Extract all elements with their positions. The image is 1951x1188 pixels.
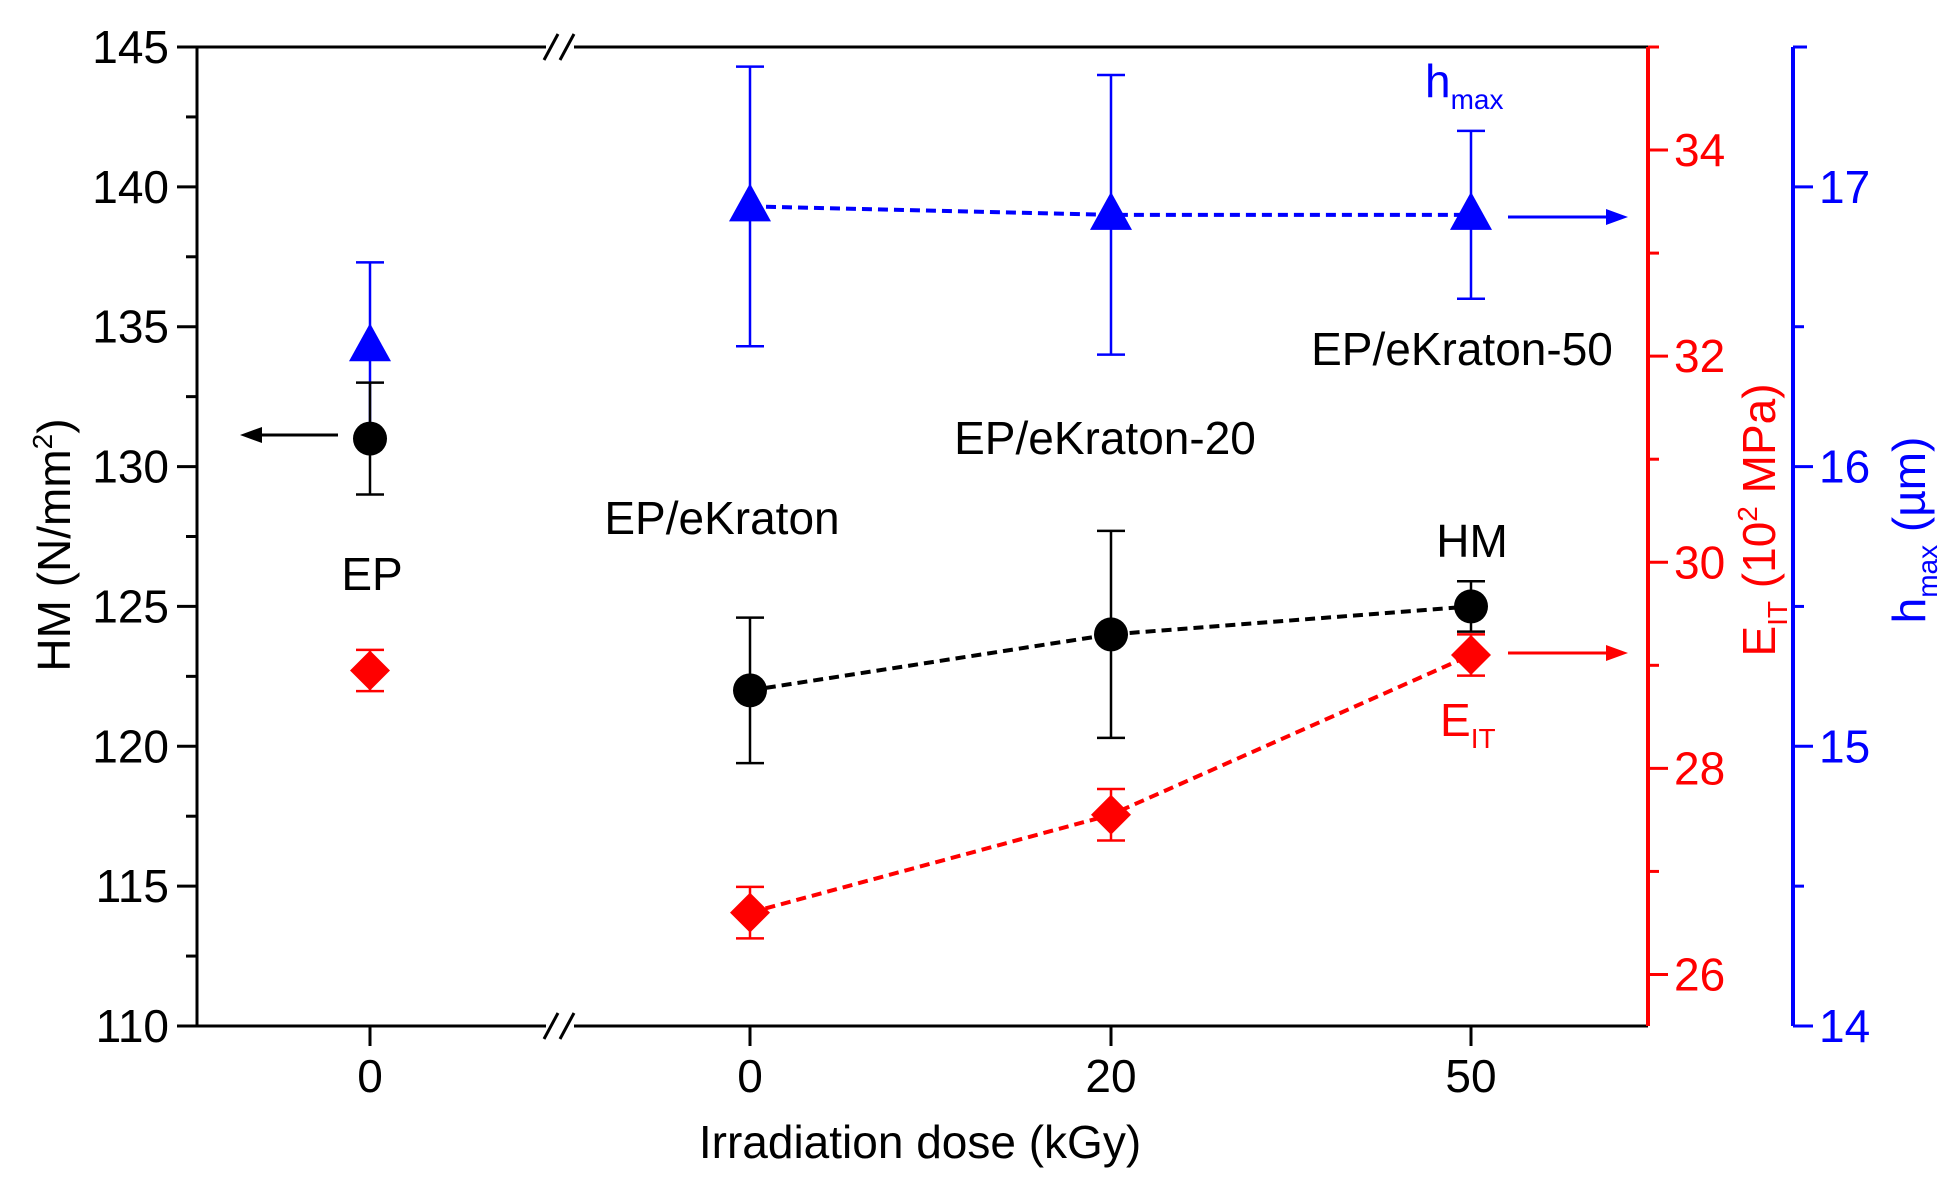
axis-break-mark: [558, 33, 576, 61]
eit-tick-label: 26: [1674, 948, 1725, 1000]
data-point: [1091, 794, 1131, 835]
data-point: [349, 323, 391, 362]
left-tick-label: 135: [92, 301, 169, 353]
data-point: [1451, 635, 1491, 676]
left-axis-title: HM (N/mm2): [27, 418, 80, 671]
label-ep-ekraton-20: EP/eKraton-20: [954, 412, 1256, 464]
left-tick-label: 145: [92, 21, 169, 73]
data-point: [1090, 191, 1132, 230]
eit-tick-label: 30: [1674, 536, 1725, 588]
hmax-tick-label: 14: [1819, 1000, 1870, 1052]
x-axis: 0 0 20 50: [357, 1026, 1497, 1102]
plot-frame: [197, 33, 1648, 1040]
left-tick-label: 110: [96, 1000, 169, 1052]
x-axis-title: Irradiation dose (kGy): [699, 1116, 1141, 1168]
label-ep-ekraton-50: EP/eKraton-50: [1311, 323, 1613, 375]
left-tick-label: 120: [92, 720, 169, 772]
hmax-axis-title: hmax (µm): [1883, 437, 1943, 624]
left-tick-label: 130: [92, 441, 169, 493]
axis-break-mark: [542, 1012, 560, 1040]
hmax-axis: 14 15 16 17: [1791, 45, 1870, 1052]
x-tick-label: 0: [357, 1050, 383, 1102]
series-layer: [349, 65, 1492, 940]
hmax-tick-label: 15: [1819, 720, 1870, 772]
left-tick-label: 125: [92, 580, 169, 632]
hmax-tick-label: 17: [1819, 161, 1870, 213]
data-point: [1454, 589, 1488, 624]
data-point: [729, 183, 771, 222]
series-label-hm: HM: [1436, 515, 1508, 567]
arrow-eit-right: [1508, 645, 1628, 661]
eit-axis-title: EIT (102 MPa): [1732, 383, 1793, 656]
arrow-hm-left: [240, 427, 338, 443]
left-tick-label: 140: [92, 161, 169, 213]
series-line: [749, 604, 1472, 693]
series-label-eit: EIT: [1440, 694, 1496, 754]
label-ep-ekraton: EP/eKraton: [604, 492, 839, 544]
label-ep: EP: [341, 548, 402, 600]
eit-tick-label: 32: [1674, 330, 1725, 382]
series-e-it: [350, 633, 1491, 940]
data-point: [730, 892, 770, 933]
data-point: [1450, 191, 1492, 230]
eit-tick-label: 28: [1674, 742, 1725, 794]
data-point: [1094, 617, 1128, 652]
x-tick-label: 20: [1085, 1050, 1136, 1102]
data-point: [733, 673, 767, 708]
left-axis: 110 115 120 125 130 135 140 145: [92, 21, 199, 1052]
series-label-hmax: hmax: [1425, 55, 1504, 115]
hmax-tick-label: 16: [1819, 441, 1870, 493]
series-h-max: [349, 65, 1492, 432]
axis-break-mark: [542, 33, 560, 61]
axis-break-mark: [558, 1012, 576, 1040]
eit-tick-label: 34: [1674, 124, 1725, 176]
data-point: [353, 421, 387, 456]
x-tick-label: 0: [737, 1050, 763, 1102]
eit-axis: 26 28 30 32 34: [1646, 45, 1725, 1026]
left-tick-label: 115: [96, 860, 169, 912]
series-hm: [353, 381, 1488, 765]
data-point: [350, 650, 390, 691]
arrow-hmax-right: [1508, 209, 1628, 225]
x-tick-label: 50: [1445, 1050, 1496, 1102]
